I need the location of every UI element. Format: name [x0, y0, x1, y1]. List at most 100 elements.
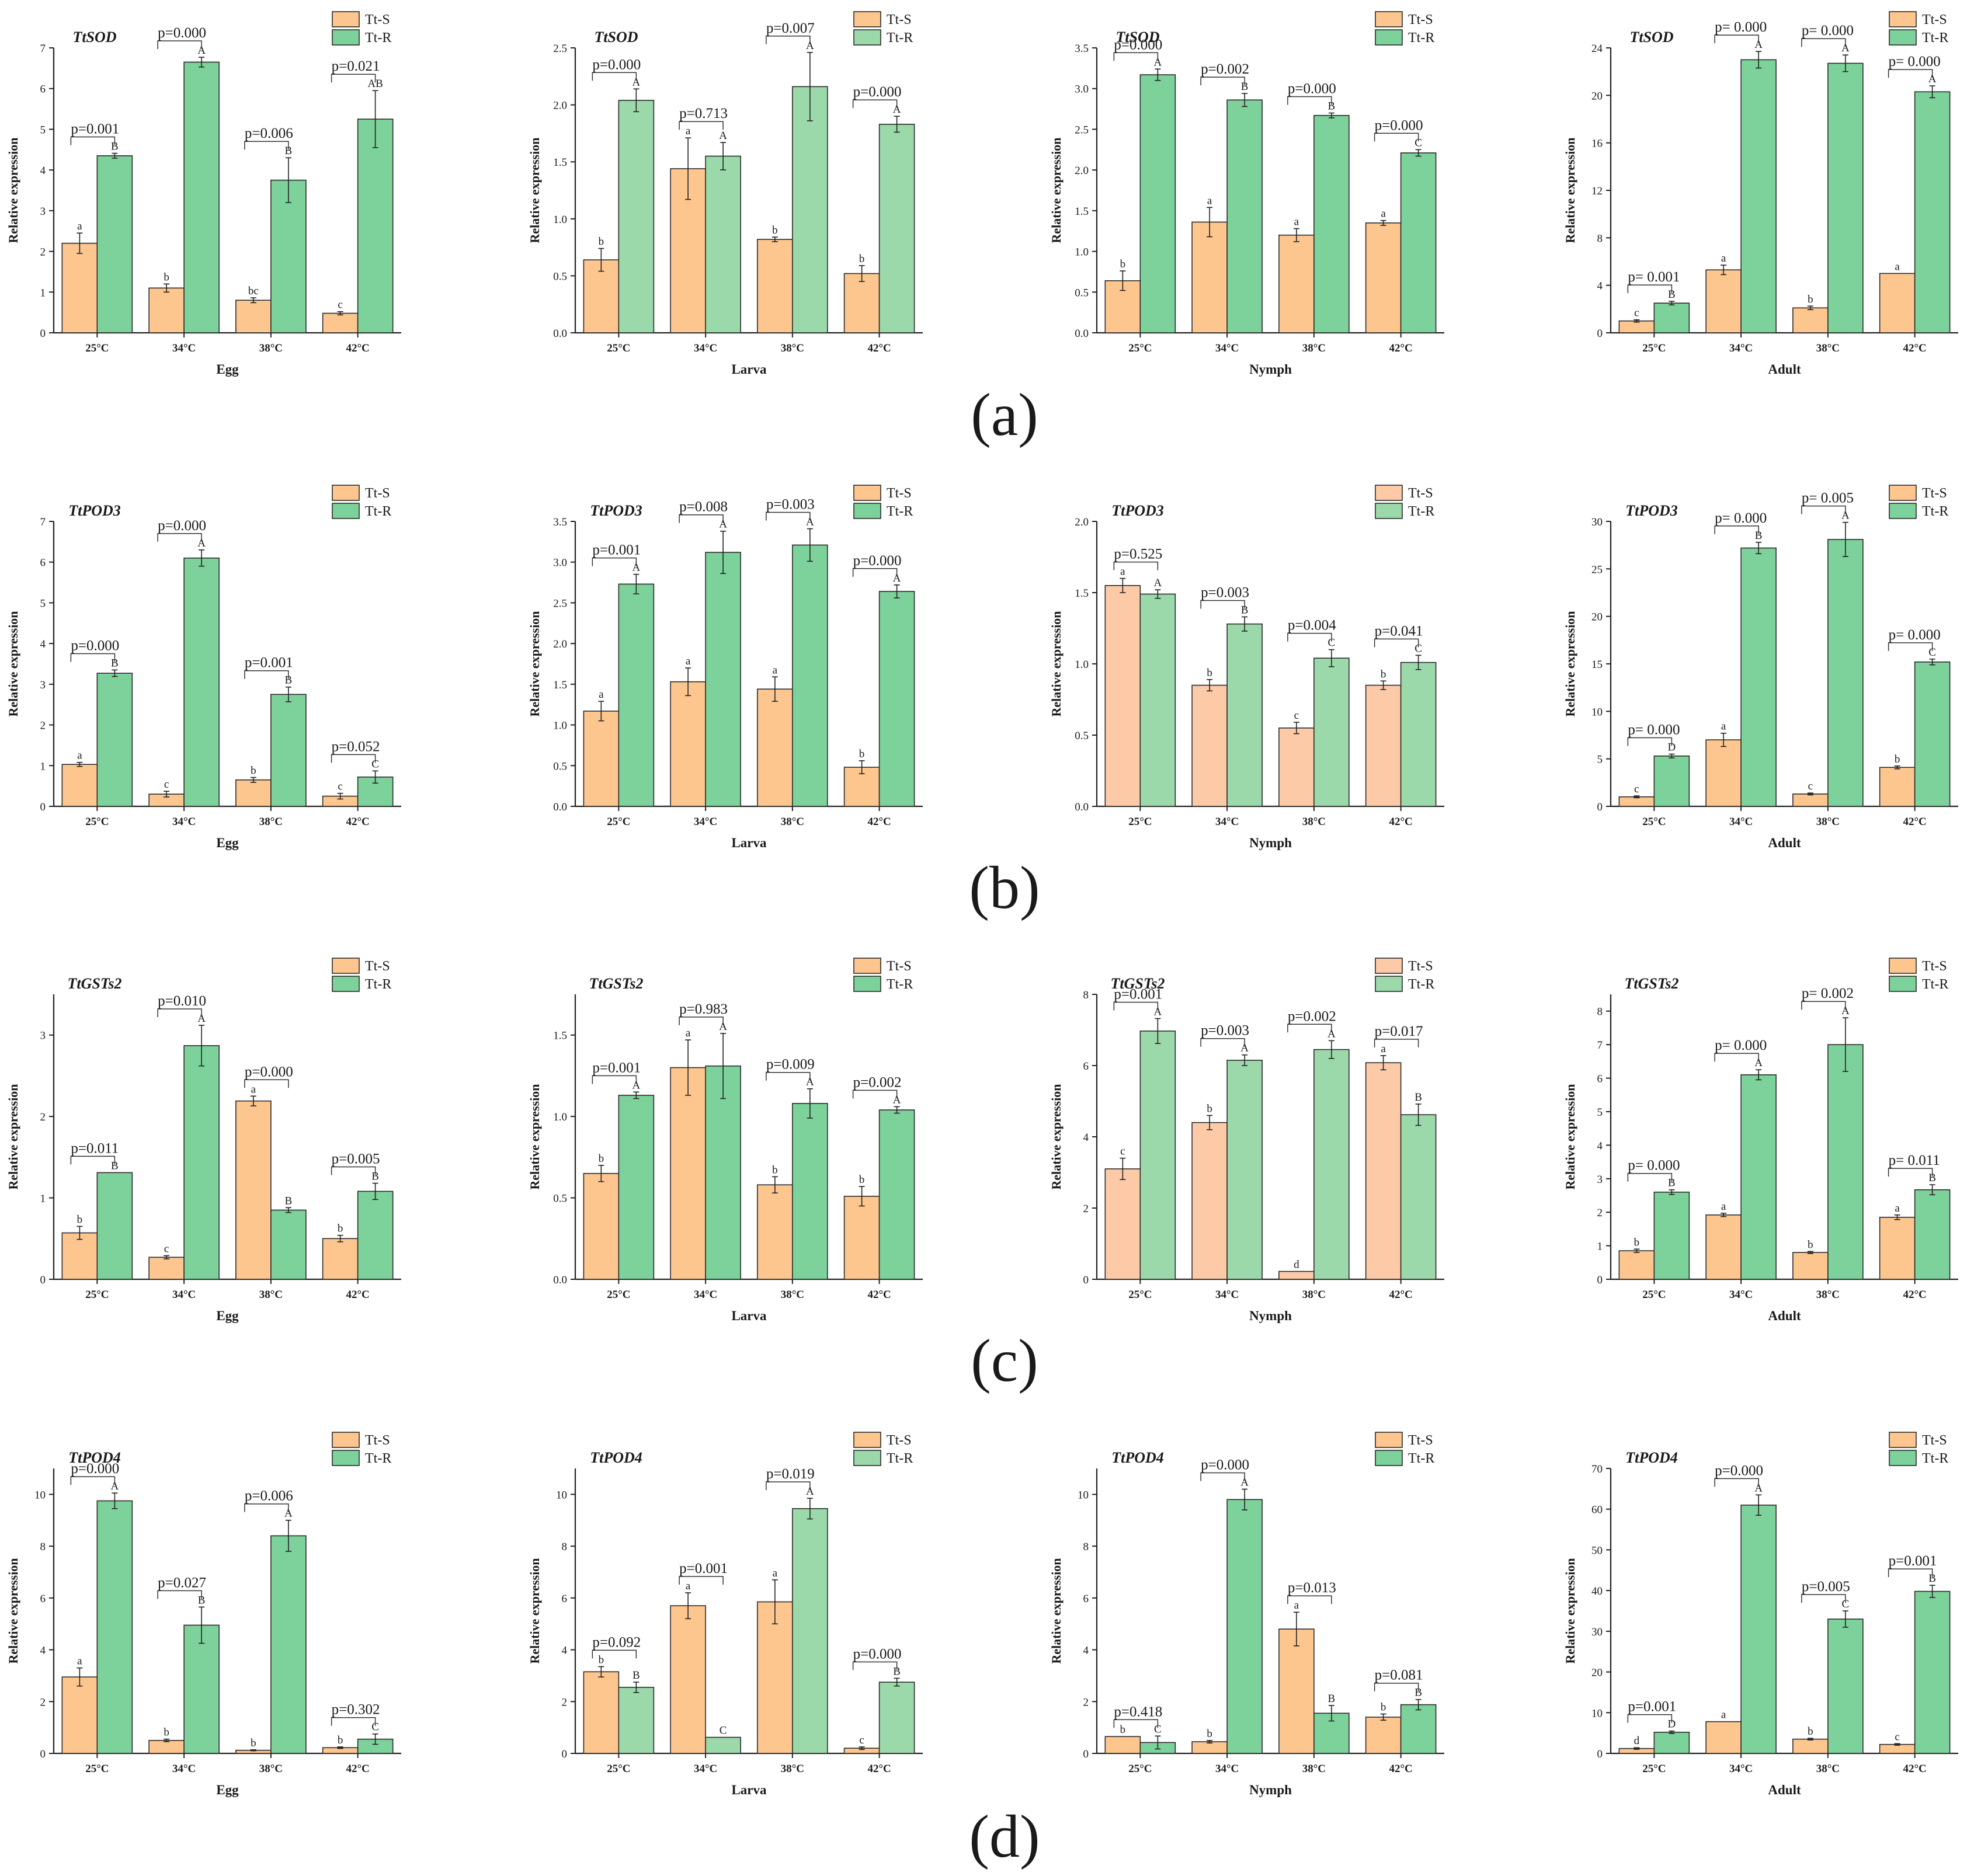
significance-letter: a — [773, 1567, 778, 1579]
p-value-label: p=0.008 — [679, 499, 728, 515]
x-axis-label: Adult — [1768, 836, 1801, 850]
p-value-label: p=0.000 — [158, 25, 206, 41]
y-tick-label: 24 — [1591, 43, 1603, 55]
x-tick-label: 25°C — [85, 1289, 109, 1301]
legend-label-tt-r: Tt-R — [1922, 1451, 1948, 1466]
legend-label-tt-r: Tt-R — [1408, 977, 1434, 992]
p-value-label: p=0.000 — [853, 553, 902, 569]
bar-tt-s — [61, 1232, 98, 1280]
p-value-label: p=0.005 — [332, 1151, 380, 1167]
significance-letter: B — [1755, 530, 1763, 542]
bar-tt-s — [1879, 767, 1916, 807]
significance-letter: b — [1120, 258, 1126, 270]
p-value-label: p=0.002 — [1201, 61, 1249, 77]
legend-swatch-tt-r — [332, 1450, 360, 1466]
chart-title: TtGSTs2 — [68, 975, 122, 992]
y-tick-label: 0 — [40, 328, 46, 340]
x-tick-label: 42°C — [1903, 816, 1926, 828]
p-value-label: p= 0.005 — [1802, 490, 1854, 506]
p-value-label: p= 0.000 — [1628, 722, 1680, 738]
p-value-label: p= 0.011 — [1889, 1153, 1940, 1168]
legend-label-tt-s: Tt-S — [1922, 959, 1947, 974]
p-value-bracket — [70, 1476, 116, 1485]
y-axis-label: Relative expression — [6, 137, 20, 243]
p-value-bracket — [331, 74, 376, 83]
x-tick-label: 42°C — [346, 816, 369, 828]
bar-tt-r — [1740, 547, 1777, 807]
significance-letter: a — [686, 1580, 691, 1592]
x-tick-label: 25°C — [1128, 1289, 1152, 1301]
bar-tt-r — [705, 155, 741, 333]
bar-tt-r — [1653, 1731, 1690, 1754]
x-tick-label: 25°C — [607, 342, 630, 354]
significance-letter: bc — [248, 285, 259, 297]
legend-label-tt-s: Tt-S — [1408, 12, 1433, 27]
legend-swatch-tt-r — [853, 976, 881, 992]
bar-tt-s — [61, 242, 98, 333]
significance-letter: c — [164, 1243, 169, 1255]
significance-letter: c — [1634, 783, 1639, 795]
bar-tt-r — [270, 694, 307, 807]
legend-label-tt-s: Tt-S — [1922, 486, 1947, 501]
significance-letter: C — [1414, 137, 1422, 149]
legend-label-tt-s: Tt-S — [887, 12, 912, 27]
legend-swatch-tt-r — [332, 976, 360, 992]
chart-title: TtSOD — [1629, 29, 1673, 46]
y-tick-label: 8 — [40, 1541, 46, 1553]
significance-letter: A — [197, 537, 206, 549]
y-tick-label: 6 — [1083, 1593, 1089, 1605]
y-tick-label: 1.0 — [553, 1111, 567, 1123]
legend-swatch-tt-r — [1375, 29, 1403, 46]
significance-letter: d — [1634, 1735, 1640, 1747]
p-value-label: p=0.081 — [1375, 1668, 1423, 1683]
legend-swatch-tt-s — [1375, 11, 1403, 27]
bar-tt-r — [878, 1109, 915, 1280]
p-value-label: p=0.003 — [1201, 1023, 1249, 1039]
x-tick-label: 42°C — [1389, 816, 1412, 828]
bar-tt-s — [1278, 1271, 1315, 1280]
y-tick-label: 4 — [1597, 1140, 1603, 1152]
x-axis-label: Nymph — [1249, 1308, 1292, 1323]
y-tick-label: 3.0 — [553, 557, 567, 569]
y-tick-label: 6 — [562, 1593, 568, 1605]
x-tick-label: 25°C — [1642, 1763, 1666, 1775]
p-value-label: p=0.052 — [332, 739, 380, 754]
significance-letter: B — [1241, 81, 1249, 93]
legend-label-tt-r: Tt-R — [1408, 504, 1434, 519]
legend-label-tt-s: Tt-S — [1408, 486, 1433, 501]
y-tick-label: 2.5 — [553, 597, 567, 610]
significance-letter: B — [1328, 1693, 1336, 1705]
p-value-bracket — [1374, 1039, 1419, 1047]
chart-panel-ttgsts2-nymph: 0 2 4 6 8 Relative expression TtGSTs2 Nymph Tt-S… — [1049, 958, 1444, 1323]
bar-tt-s — [1705, 269, 1742, 333]
y-tick-label: 0 — [1597, 1274, 1603, 1286]
p-value-label: p=0.017 — [1375, 1024, 1423, 1039]
x-tick-label: 38°C — [1302, 342, 1326, 354]
legend-swatch-tt-s — [332, 485, 360, 501]
x-tick-label: 42°C — [867, 816, 891, 828]
p-value-label: p=0.005 — [1802, 1579, 1850, 1595]
legend-label-tt-s: Tt-S — [887, 959, 912, 974]
y-tick-label: 4 — [40, 1645, 46, 1657]
bar-tt-s — [757, 1184, 793, 1280]
significance-letter: B — [1414, 1091, 1422, 1104]
p-value-label: p=0.011 — [71, 1140, 119, 1156]
significance-letter: A — [1928, 73, 1937, 85]
bar-tt-s — [1104, 1168, 1141, 1280]
bar-tt-r — [792, 544, 828, 807]
p-value-bracket — [1888, 1168, 1933, 1177]
significance-letter: B — [285, 674, 293, 687]
bar-tt-s — [1879, 273, 1916, 333]
significance-letter: A — [1841, 42, 1850, 54]
y-tick-label: 0.0 — [553, 801, 567, 813]
bar-tt-r — [1740, 1504, 1777, 1754]
p-value-label: p= 0.001 — [1628, 269, 1680, 285]
p-value-label: p=0.019 — [766, 1466, 815, 1482]
row-label-d: (d) — [969, 1803, 1040, 1870]
y-tick-label: 0.5 — [553, 760, 567, 772]
y-tick-label: 4 — [1083, 1645, 1089, 1657]
significance-letter: B — [893, 1665, 901, 1677]
p-value-bracket — [1801, 1001, 1846, 1010]
p-value-label: p=0.001 — [1889, 1553, 1937, 1569]
significance-letter: A — [1240, 1042, 1249, 1054]
